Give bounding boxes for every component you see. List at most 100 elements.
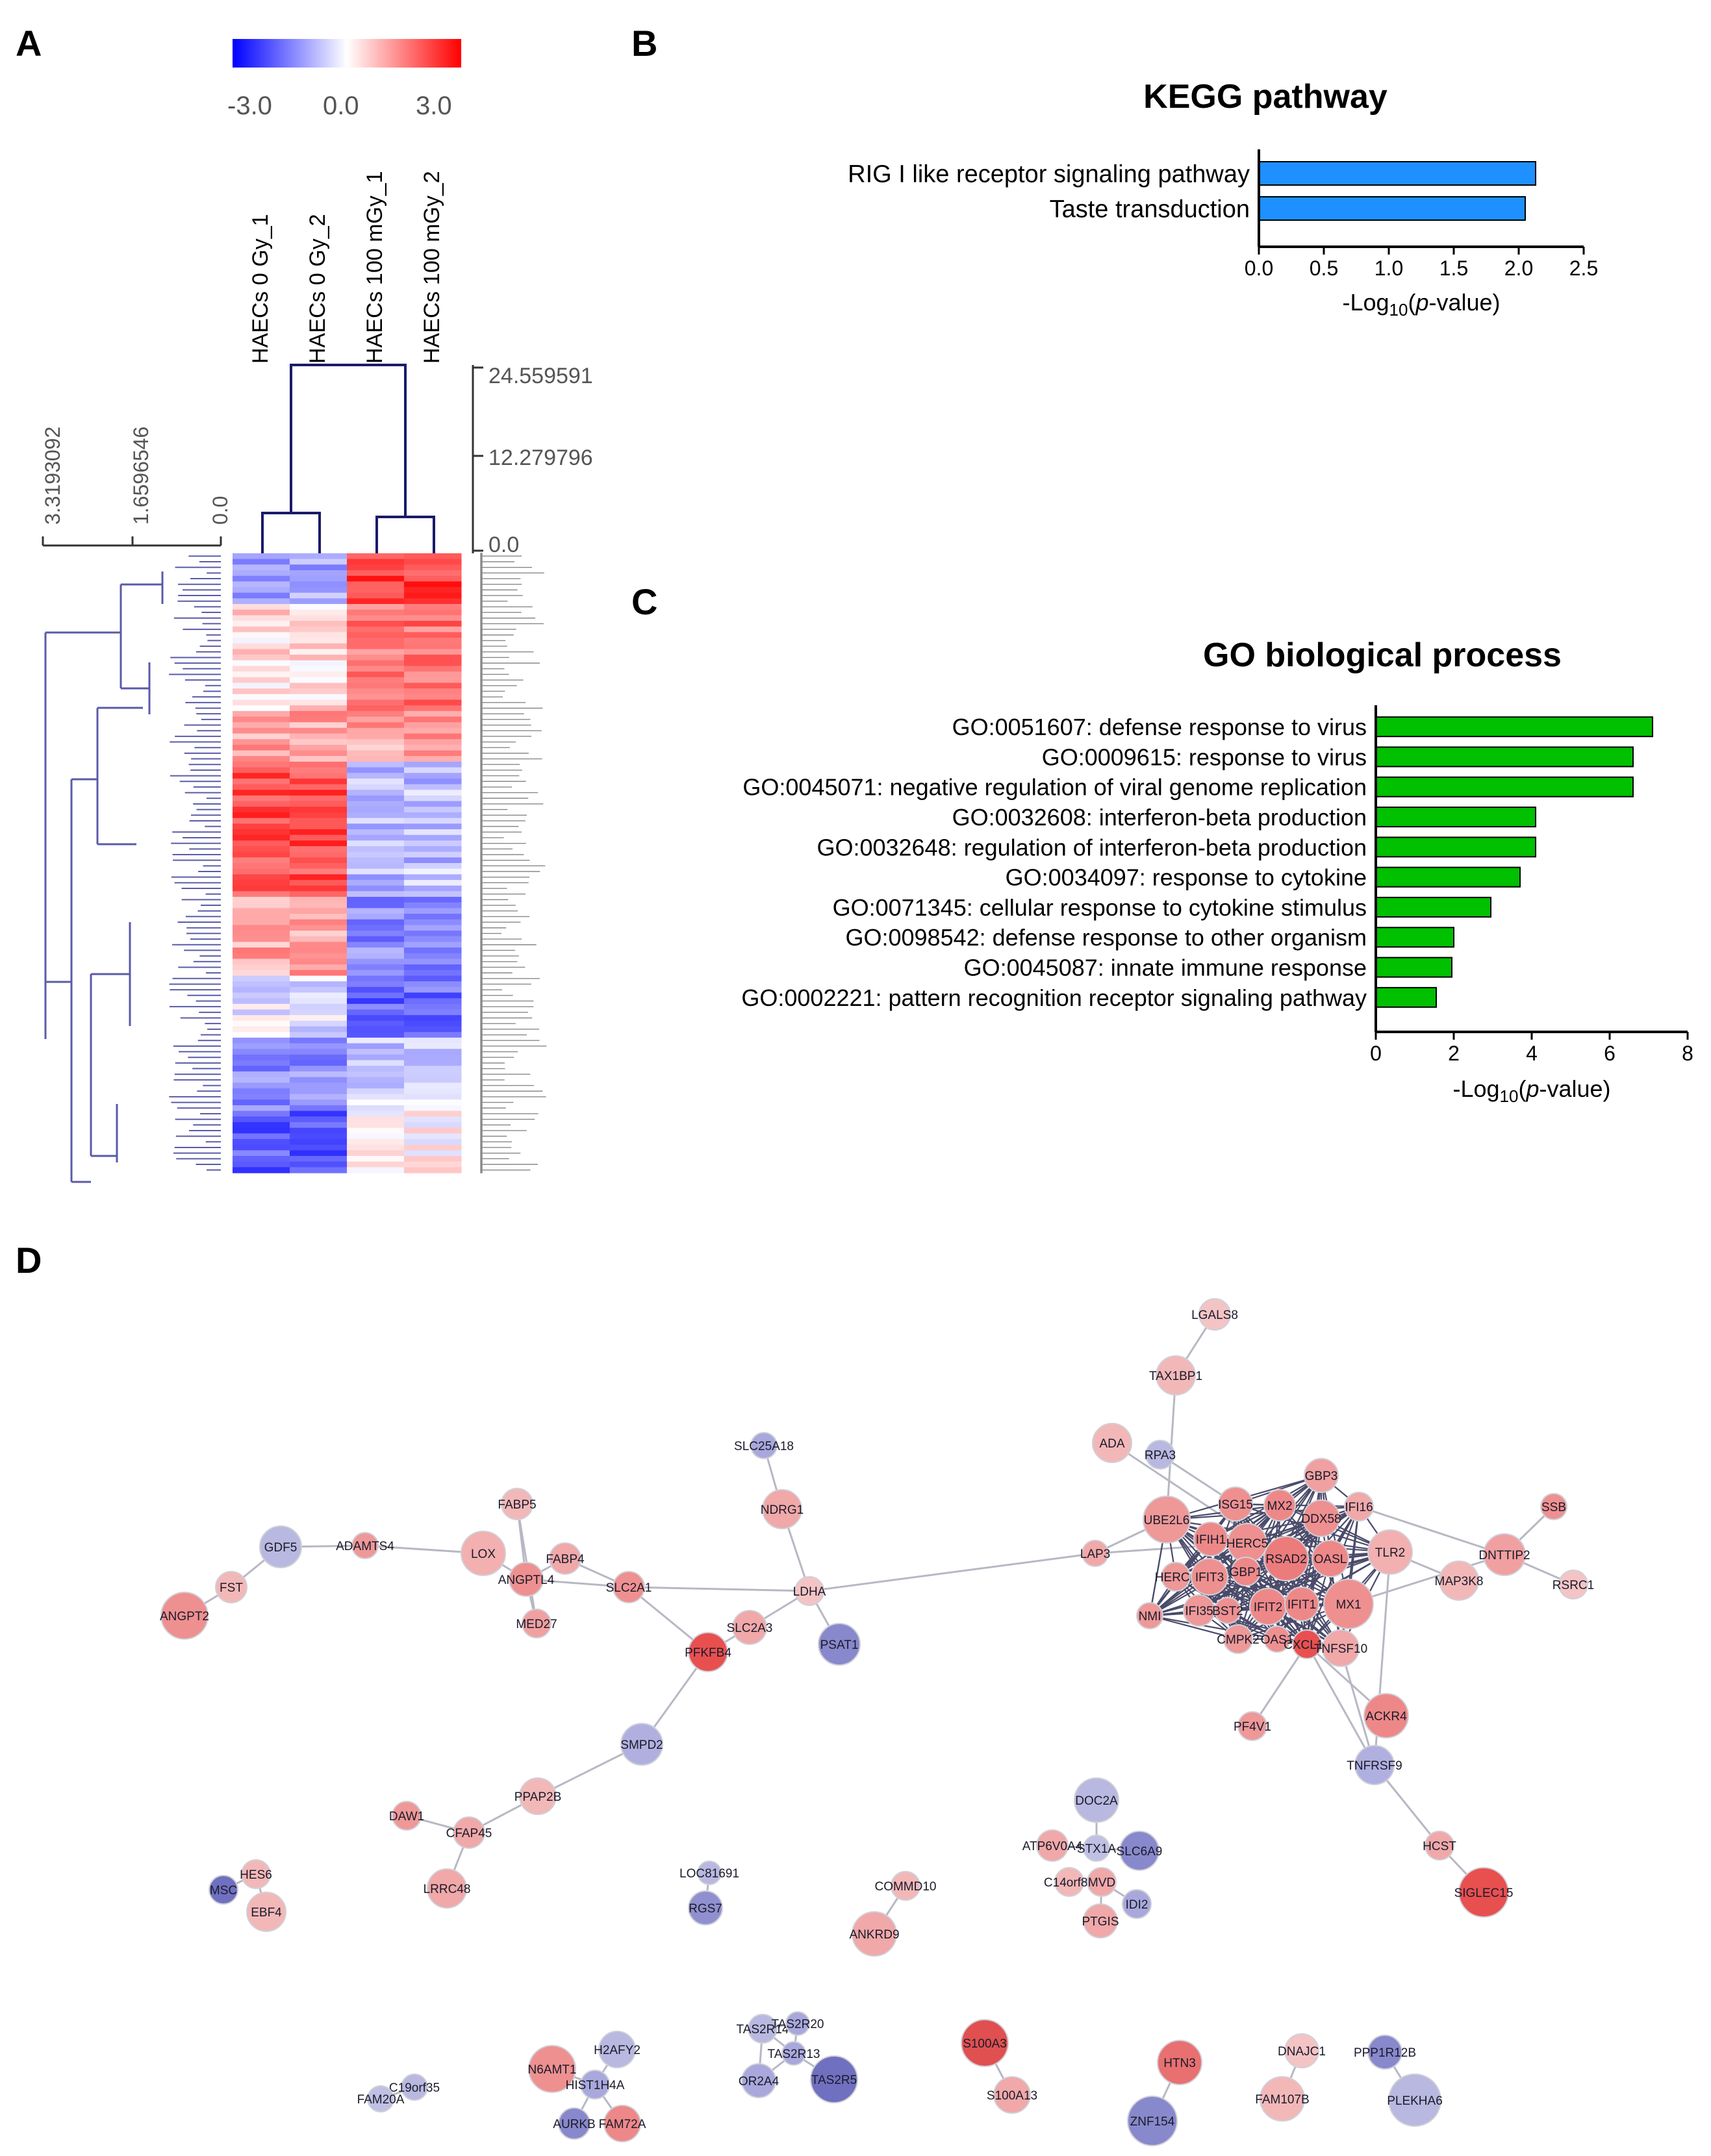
network-node-circle — [1354, 1745, 1395, 1785]
network-node-label: IFI16 — [1345, 1501, 1373, 1514]
bar — [1258, 196, 1526, 221]
heatmap-cells — [233, 553, 462, 1173]
heatmap-cell — [347, 626, 405, 633]
gene-label-ticks — [480, 553, 547, 1173]
x-tick-label: 0.5 — [1310, 257, 1338, 280]
network-node-label: SLC2A3 — [727, 1622, 773, 1635]
heatmap-cell — [233, 1020, 290, 1027]
network-node-circle — [1054, 1867, 1084, 1897]
heatmap-cell — [347, 857, 405, 864]
network-node-label: ANGPT2 — [160, 1610, 209, 1623]
heatmap-cell — [347, 1127, 405, 1134]
network-node-circle — [1082, 1540, 1109, 1567]
network-node: DDX58 — [1301, 1499, 1341, 1537]
heatmap-cell — [404, 756, 462, 762]
heatmap-cell — [404, 868, 462, 875]
network-node-label: FAM107B — [1255, 2093, 1309, 2107]
heatmap-cell — [347, 851, 405, 858]
heatmap-cell — [404, 818, 462, 824]
network-node: DNTTIP2 — [1478, 1533, 1530, 1576]
heatmap-cell — [290, 1138, 348, 1146]
heatmap-cell — [290, 1060, 348, 1066]
heatmap-cell — [404, 1043, 462, 1049]
heatmap-cell — [347, 1060, 405, 1066]
bar — [1375, 866, 1521, 888]
heatmap-cell — [290, 1043, 348, 1049]
heatmap-cell — [347, 699, 405, 706]
heatmap-cell — [290, 1099, 348, 1106]
network-node: IFIT1 — [1284, 1586, 1319, 1622]
x-tick-label: 0 — [1370, 1042, 1382, 1065]
interaction-network: LGALS8 TAX1BP1 ADA RPA3 UBE2L6 ISG15 MX2 GBP3 IF… — [160, 1298, 1594, 2146]
network-node-circle — [1198, 1298, 1231, 1331]
heatmap-cell — [347, 1105, 405, 1112]
network-node-label: ISG15 — [1218, 1498, 1253, 1512]
heatmap-panel: -3.0 0.0 3.0 HAECs 0 Gy_1 HAECs 0 Gy_2 H… — [41, 39, 593, 1183]
heatmap-cell — [233, 1099, 290, 1106]
color-scale-bar — [233, 39, 461, 68]
heatmap-cell — [347, 677, 405, 684]
network-node-circle — [1367, 2035, 1402, 2070]
network-node-label: RSAD2 — [1265, 1553, 1306, 1566]
network-node: PLEKHA6 — [1387, 2074, 1443, 2127]
heatmap-cell — [290, 959, 348, 965]
network-node: TAS2R20 — [772, 2011, 824, 2036]
heatmap-cell — [290, 581, 348, 588]
heatmap-cell — [233, 1003, 290, 1010]
network-node-label: GDF5 — [264, 1541, 298, 1555]
heatmap-cell — [404, 638, 462, 644]
heatmap-cell — [233, 558, 290, 565]
network-node: HERC5 — [1226, 1523, 1268, 1563]
heatmap-cell — [404, 587, 462, 594]
network-node: DNAJC1 — [1278, 2033, 1326, 2068]
heatmap-cell — [233, 981, 290, 988]
heatmap-cell — [290, 823, 348, 830]
network-node: TAX1BP1 — [1149, 1355, 1202, 1396]
network-node: IFIH1 — [1193, 1522, 1228, 1557]
network-node-circle — [1312, 1540, 1349, 1577]
network-node: RGS7 — [688, 1890, 723, 1925]
network-node-label: FST — [220, 1581, 243, 1595]
network-node-label: PTGIS — [1082, 1915, 1119, 1929]
sample-label-4: HAECs 100 mGy_2 — [420, 171, 444, 364]
heatmap-cell — [347, 874, 405, 881]
network-node: PPAP2B — [514, 1777, 561, 1815]
heatmap-cell — [404, 744, 462, 751]
heatmap-cell — [290, 722, 348, 729]
heatmap-cell — [404, 1167, 462, 1173]
heatmap-cell — [347, 885, 405, 892]
heatmap-cell — [233, 863, 290, 870]
panel-label-d: D — [16, 1240, 42, 1281]
heatmap-cell — [233, 621, 290, 627]
category-label: GO:0009615: response to virus — [1042, 744, 1367, 770]
network-node-circle — [781, 2041, 806, 2066]
network-node-circle — [509, 1562, 544, 1597]
bar — [1375, 957, 1452, 978]
heatmap-cell — [290, 981, 348, 988]
heatmap-cell — [290, 1116, 348, 1123]
network-node: NMI — [1136, 1602, 1163, 1629]
heatmap-cell — [404, 1127, 462, 1134]
heatmap-cell — [404, 1083, 462, 1089]
network-node-circle — [367, 2085, 394, 2112]
heatmap-cell — [290, 1032, 348, 1038]
network-edge — [1149, 1614, 1278, 1640]
heatmap-cell — [290, 710, 348, 718]
heatmap-cell — [404, 874, 462, 881]
network-node-circle — [1458, 1867, 1509, 1918]
heatmap-cell — [404, 891, 462, 897]
network-node-circle — [1083, 1835, 1110, 1862]
heatmap-cell — [404, 1032, 462, 1038]
network-node-circle — [1322, 1629, 1360, 1667]
bar — [1375, 746, 1634, 768]
heatmap-cell — [290, 1083, 348, 1089]
category-label: RIG I like receptor signaling pathway — [848, 161, 1250, 188]
network-node-label: AURKB — [553, 2118, 595, 2131]
network-node: HERC6 — [1155, 1562, 1197, 1592]
heatmap-cell — [347, 744, 405, 751]
heatmap-cell — [347, 986, 405, 994]
heatmap-cell — [290, 655, 348, 661]
heatmap-cell — [233, 587, 290, 594]
network-node-label: SMPD2 — [620, 1738, 663, 1752]
network-node: C14orf80 — [1044, 1867, 1095, 1897]
